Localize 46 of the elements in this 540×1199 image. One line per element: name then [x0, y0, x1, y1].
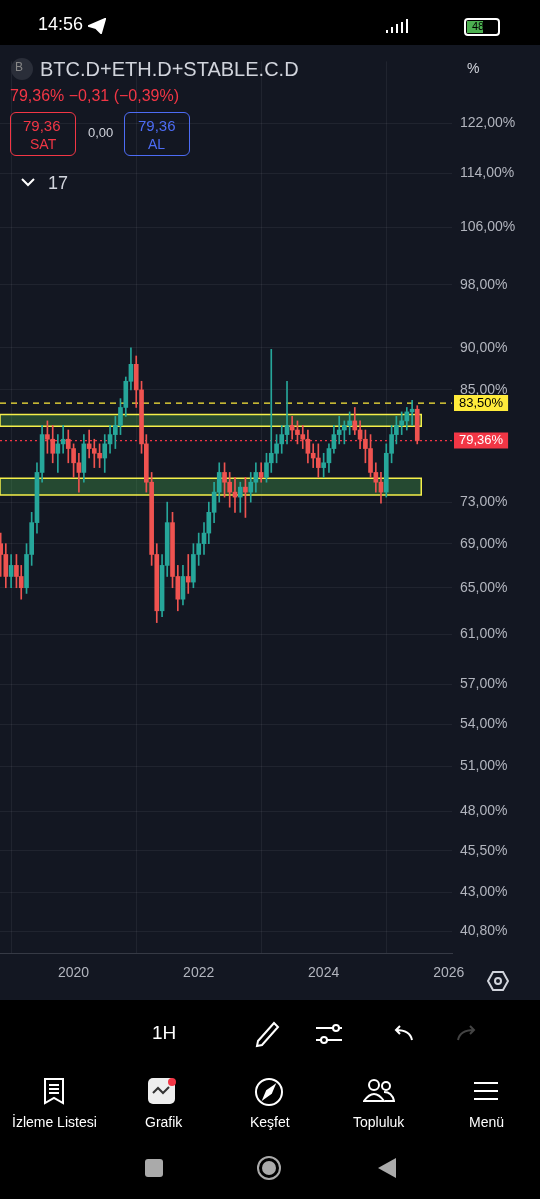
y-tick-label: 54,00%	[460, 715, 508, 732]
text: 79,36% −0,31 (−0,39%)	[10, 87, 180, 105]
candlestick	[310, 443, 316, 468]
candlestick	[0, 532, 4, 577]
y-tick-label: 69,00%	[460, 534, 508, 551]
text: 48	[472, 20, 485, 32]
text: 14:56	[38, 14, 84, 35]
y-tick-label: 65,00%	[460, 578, 508, 595]
text: %	[467, 60, 480, 76]
annotation: 79,36	[23, 117, 61, 134]
y-tick-label: 114,00%	[460, 164, 515, 181]
annotation: 17	[48, 173, 69, 194]
annotation: B	[15, 60, 24, 74]
y-tick-label: 45,50%	[460, 841, 508, 858]
annotation: SAT	[30, 136, 57, 152]
text: Keşfet	[250, 1114, 290, 1130]
y-tick-label: 43,00%	[460, 883, 508, 900]
y-tick-label: 85,00%	[460, 380, 508, 397]
annotation: 0,00	[88, 125, 114, 140]
y-tick-label: 73,00%	[460, 493, 508, 509]
ref-line-label: 79,36%	[459, 432, 504, 448]
x-tick-label: 2022	[183, 964, 215, 981]
y-tick-label: 90,00%	[460, 338, 508, 355]
y-tick-label: 98,00%	[460, 275, 508, 292]
candlestick	[258, 462, 264, 483]
y-tick-label: 48,00%	[460, 802, 508, 819]
x-tick-label: 2020	[58, 964, 90, 981]
y-tick-label: 51,00%	[460, 757, 508, 774]
chart-title: BTC.D+ETH.D+STABLE.C.D	[40, 58, 299, 81]
candlestick	[185, 554, 191, 594]
ref-line-label: 83,50%	[459, 394, 504, 410]
candlestick	[336, 416, 342, 445]
annotation: AL	[148, 136, 166, 152]
text: 1H	[152, 1022, 177, 1044]
y-tick-label: 122,00%	[460, 114, 516, 131]
y-tick-label: 106,00%	[460, 217, 516, 234]
y-tick-label: 57,00%	[460, 675, 508, 692]
y-tick-label: 40,80%	[460, 922, 508, 939]
text: Menü	[469, 1114, 505, 1130]
text: Topluluk	[353, 1114, 405, 1130]
annotation: 79,36	[138, 117, 176, 134]
text: Grafik	[145, 1114, 183, 1130]
text: İzleme Listesi	[12, 1114, 97, 1130]
y-tick-label: 61,00%	[460, 625, 508, 642]
x-tick-label: 2026	[433, 964, 465, 981]
x-tick-label: 2024	[308, 964, 340, 981]
